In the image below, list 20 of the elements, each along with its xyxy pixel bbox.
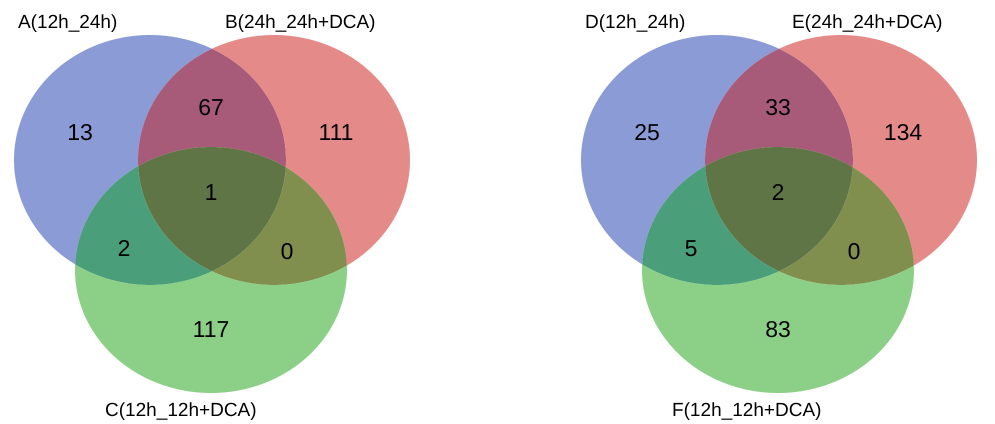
data-label: 2 — [118, 235, 130, 261]
text: A(12h_24h) — [18, 12, 118, 33]
data-label: 111 — [318, 119, 354, 145]
data-label: 33 — [765, 94, 791, 120]
data-label: 5 — [684, 235, 698, 261]
data-label: 25 — [634, 119, 660, 145]
data-label: 67 — [198, 94, 224, 120]
text: E(24h_24h+DCA) — [792, 12, 943, 33]
data-label: 83 — [765, 316, 791, 342]
data-label: 1 — [204, 179, 218, 205]
data-label: 13 — [67, 119, 93, 145]
data-label: 134 — [884, 119, 922, 145]
text: B(24h_24h+DCA) — [225, 12, 376, 33]
data-label: 0 — [280, 238, 294, 264]
data-label: 117 — [192, 316, 230, 342]
data-label: 2 — [772, 179, 784, 205]
data-label: 0 — [848, 238, 860, 264]
text: D(12h_24h) — [585, 12, 686, 33]
text: F(12h_12h+DCA) — [672, 400, 822, 421]
text: C(12h_12h+DCA) — [105, 400, 257, 421]
